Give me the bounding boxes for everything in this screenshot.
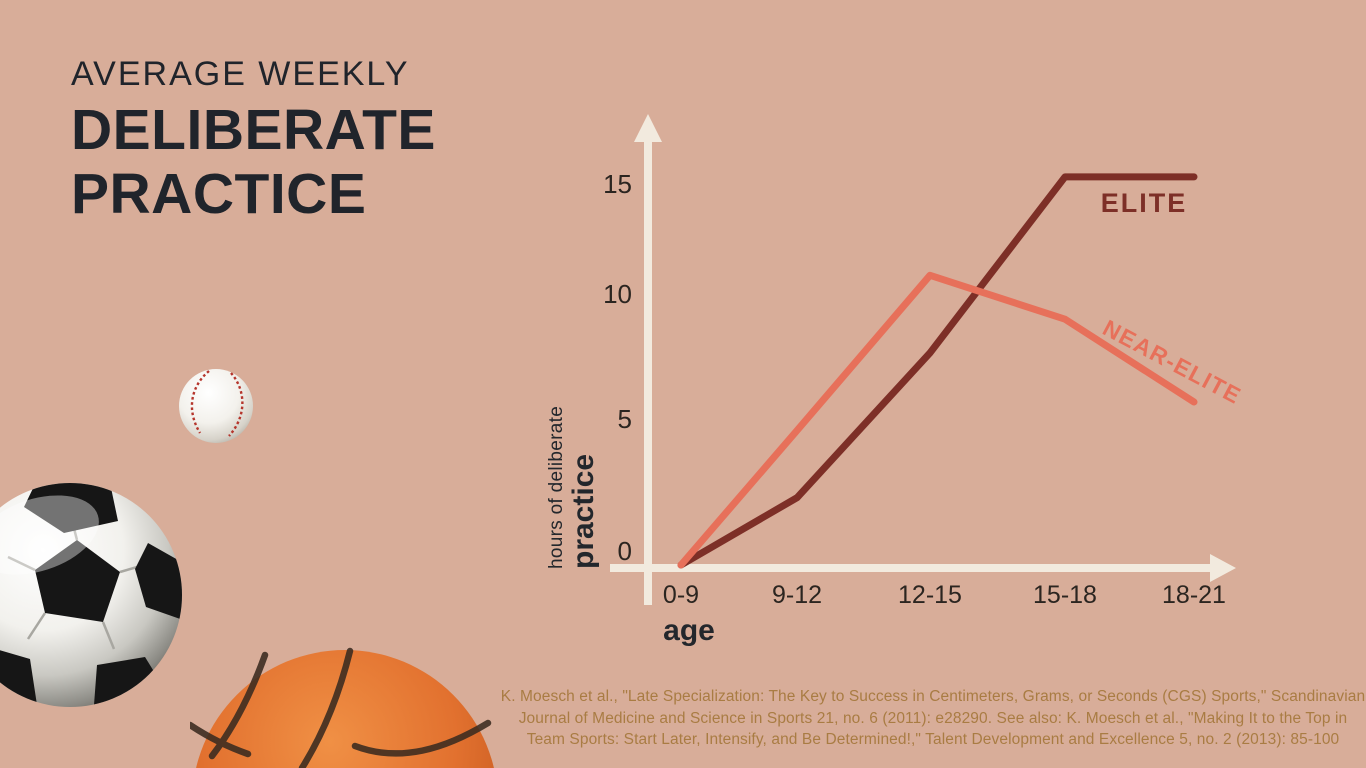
x-category-label: 18-21 [1162,581,1226,609]
practice-chart-svg: 15 10 5 0 0-9 9-12 12-15 15-18 18-21 ELITE NEAR-EL… [603,114,1246,647]
series-label-near-elite: NEAR-ELITE [1099,314,1246,409]
basketball-image [190,647,494,768]
baseball-image [179,369,253,443]
series-label-elite: ELITE [1101,188,1188,218]
y-axis-arrow-icon [634,114,662,142]
citation: K. Moesch et al., "Late Specialization: … [500,686,1366,751]
y-axis-title: hours of deliberate practice [546,379,604,569]
practice-chart: 15 10 5 0 0-9 9-12 12-15 15-18 18-21 ELITE NEAR-EL… [500,100,1270,670]
y-tick-label: 10 [603,279,632,309]
citation-line: Team Sports: Start Later, Intensify, and… [526,731,1340,749]
title-line-practice: PRACTICE [71,162,367,227]
title-kicker: AVERAGE WEEKLY [71,55,410,93]
y-axis-title-small: hours of deliberate [546,405,567,569]
x-category-label: 9-12 [772,581,822,609]
baseball-body [179,369,253,443]
y-tick-label: 0 [618,536,632,566]
basketball-seams-icon [190,647,492,768]
basketball-body [196,650,494,768]
citation-line: Journal of Medicine and Science in Sport… [518,709,1348,727]
x-category-label: 0-9 [663,581,699,609]
x-category-label: 15-18 [1033,581,1097,609]
title-line-deliberate: DELIBERATE [71,98,436,163]
series-line-near-elite [677,271,1198,569]
citation-line: K. Moesch et al., "Late Specialization: … [500,688,1366,705]
x-axis-arrow-icon [1210,554,1236,582]
soccer-ball-image [0,483,182,707]
slide-title: AVERAGE WEEKLY DELIBERATE PRACTICE [71,55,436,227]
y-axis-title-big: practice [566,453,600,569]
series-line-elite [677,173,1198,569]
baseball-seam-icon [190,370,210,434]
y-tick-label: 15 [603,169,632,199]
y-tick-label: 5 [618,404,632,434]
x-category-label: 12-15 [898,581,962,609]
baseball-seam-icon [228,372,244,437]
x-axis-title: age [663,614,715,647]
